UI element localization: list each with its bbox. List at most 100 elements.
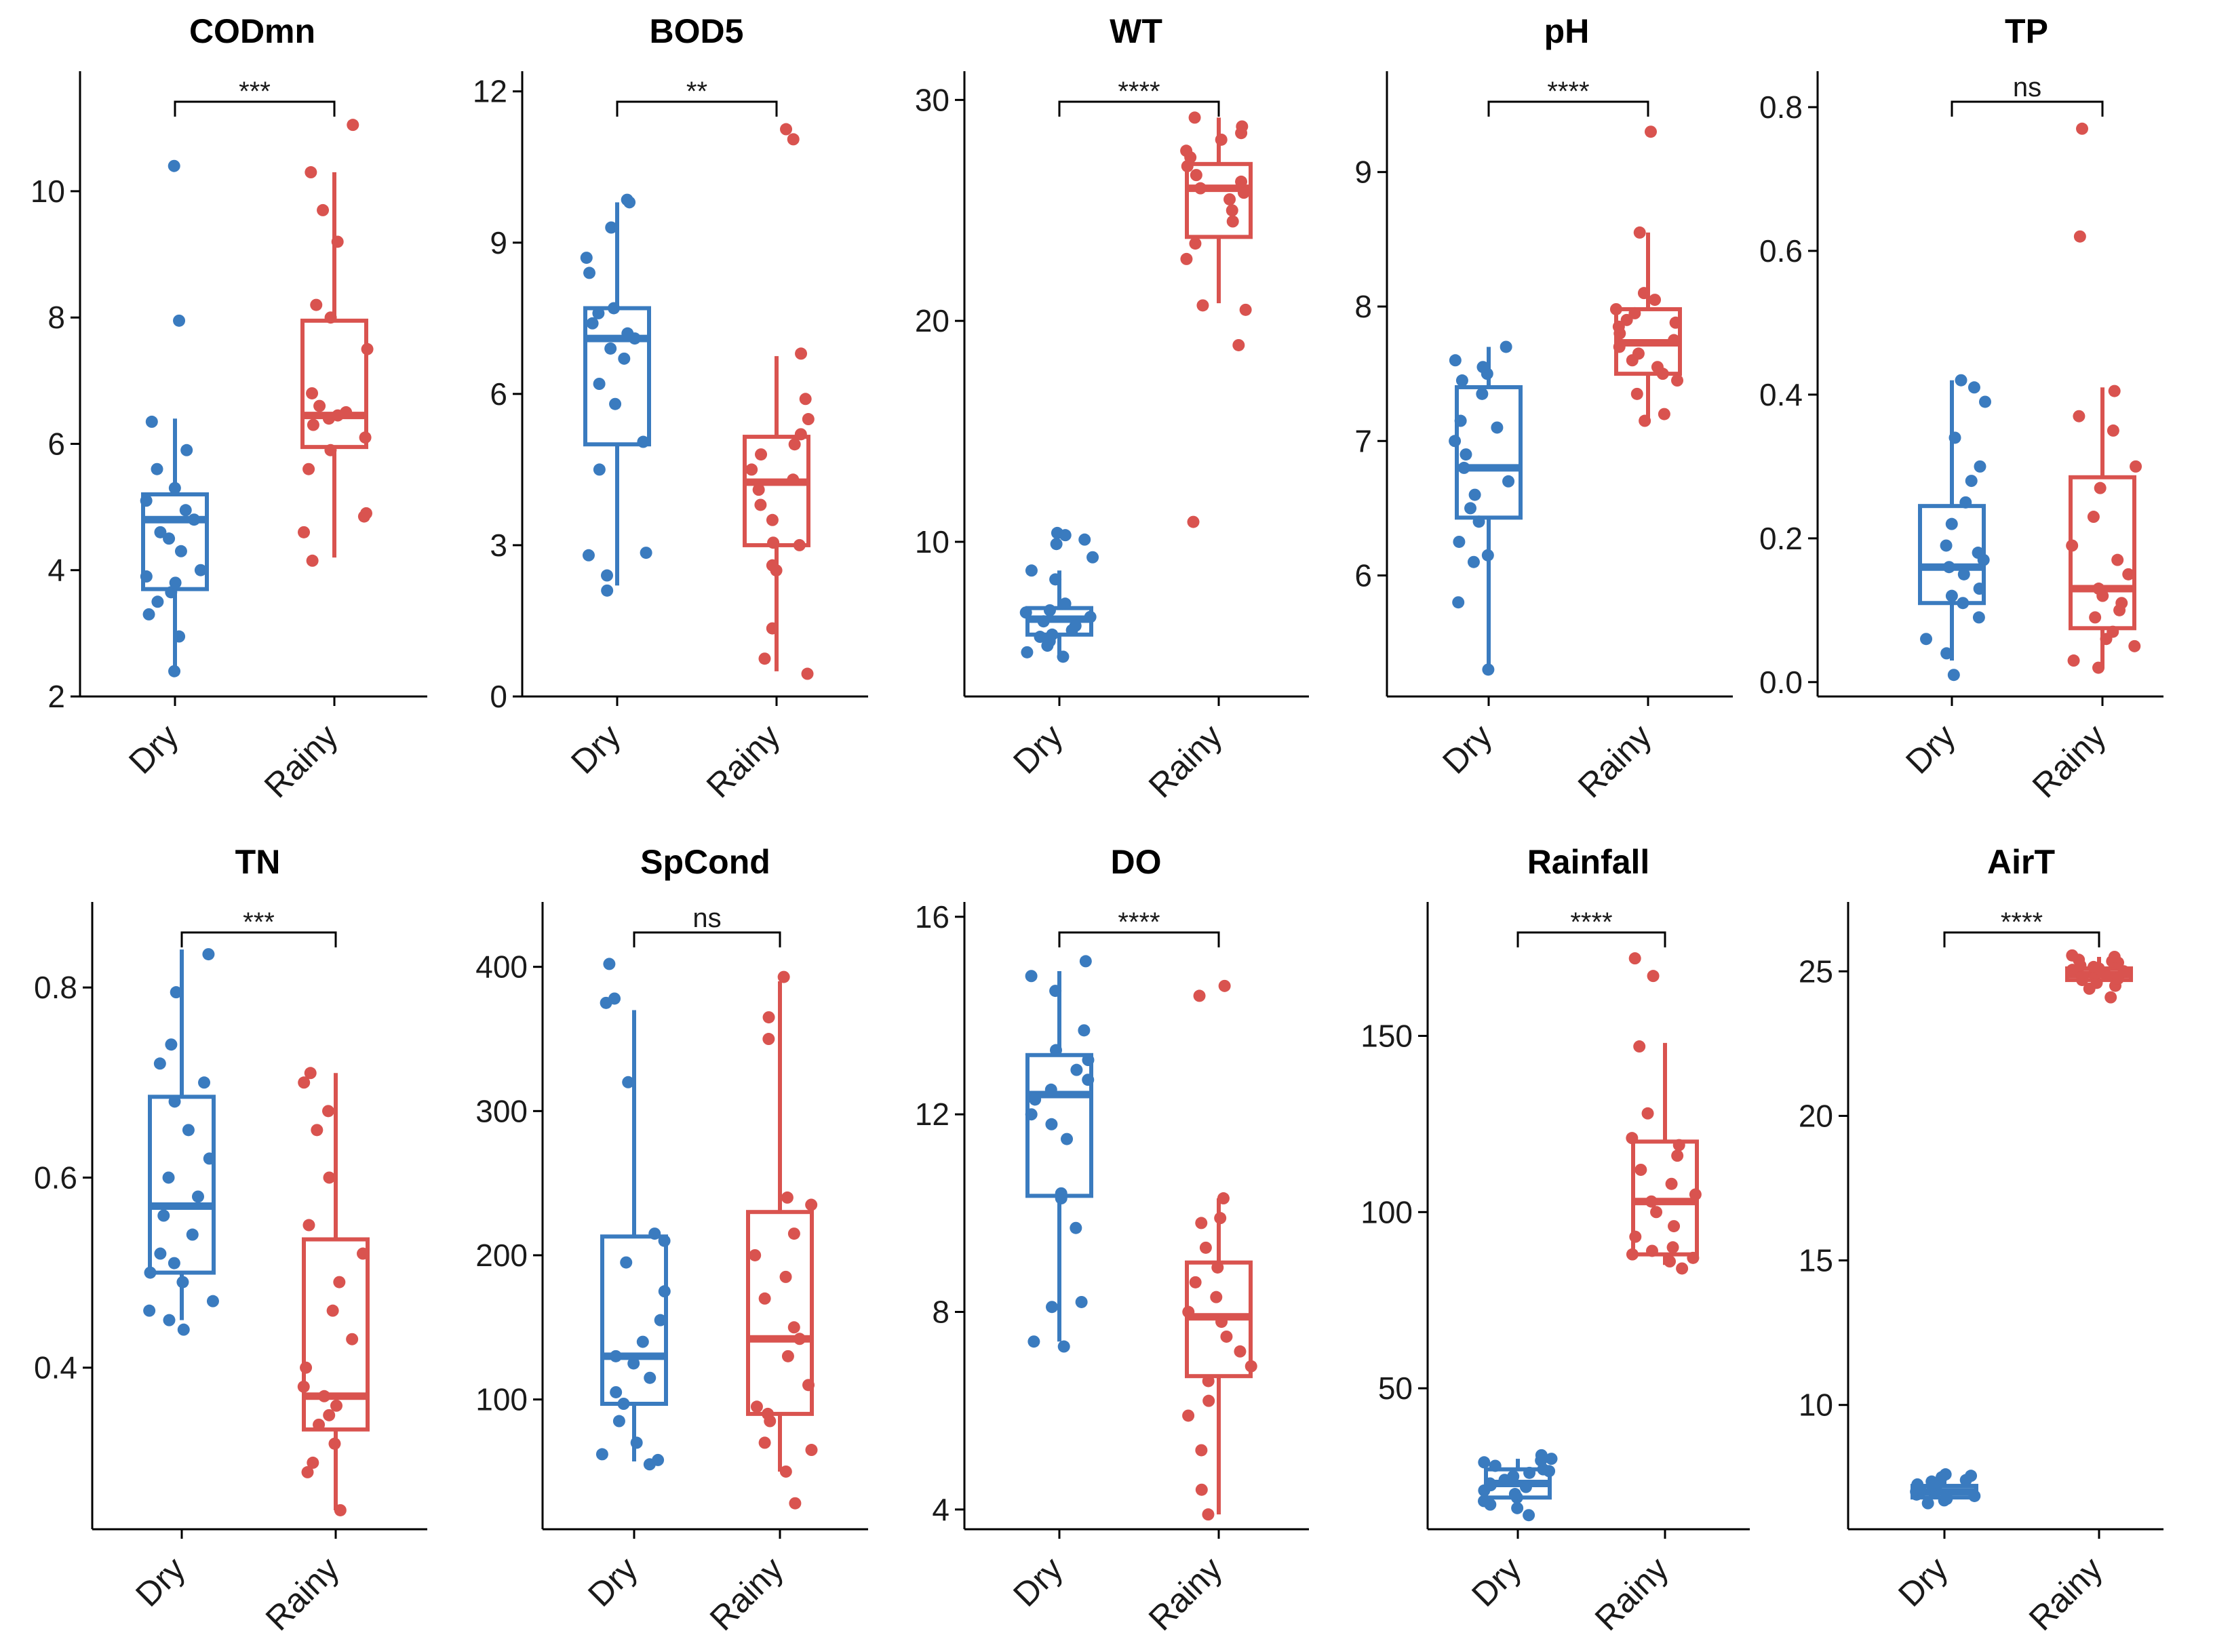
data-point-dry <box>1921 1497 1934 1510</box>
panel-title: AirT <box>1987 843 2055 881</box>
x-tick-label-rainy: Rainy <box>1588 1550 1676 1638</box>
data-point-rainy <box>1237 186 1250 199</box>
panel-tn: TN 0.4 0.6 0.8 Dry Rainy *** <box>34 843 427 1638</box>
significance-label: ** <box>686 77 707 106</box>
data-point-dry <box>143 1304 156 1317</box>
data-point-dry <box>1920 633 1933 646</box>
data-point-dry <box>168 1257 180 1270</box>
data-point-rainy <box>795 347 808 360</box>
data-point-dry <box>1082 1074 1095 1086</box>
data-point-dry <box>1483 1477 1496 1490</box>
y-tick-label: 0.2 <box>1759 521 1803 556</box>
data-point-dry <box>609 1350 622 1362</box>
data-point-rainy <box>758 1436 771 1449</box>
y-tick-label: 10 <box>1799 1388 1833 1423</box>
data-point-dry <box>1959 496 1972 509</box>
data-point-dry <box>601 584 614 597</box>
data-point-rainy <box>2087 511 2100 524</box>
box-dry <box>148 1095 216 1275</box>
data-point-rainy <box>1629 1230 1642 1243</box>
data-point-dry <box>182 1124 195 1137</box>
data-point-rainy <box>1234 1345 1247 1358</box>
data-point-dry <box>580 252 593 264</box>
data-point-dry <box>1978 395 1991 408</box>
x-tick-label-dry: Dry <box>1464 1550 1529 1614</box>
data-point-dry <box>1082 1054 1095 1067</box>
data-point-dry <box>644 1371 657 1384</box>
significance-label: **** <box>1118 77 1160 106</box>
data-point-rainy <box>322 1105 335 1118</box>
data-point-rainy <box>762 1033 775 1046</box>
data-point-dry <box>1500 340 1512 353</box>
data-point-rainy <box>340 406 353 418</box>
data-point-dry <box>1025 564 1038 577</box>
data-point-rainy <box>2076 122 2089 135</box>
data-point-rainy <box>2107 625 2119 638</box>
data-point-dry <box>654 1314 667 1326</box>
data-point-dry <box>1957 597 1970 610</box>
panel-bod5: BOD5 0 3 6 9 12 Dry Rainy ** <box>473 12 868 805</box>
data-point-rainy <box>787 1321 800 1334</box>
data-point-rainy <box>2104 991 2117 1004</box>
data-point-rainy <box>787 1227 800 1240</box>
data-point-rainy <box>304 1067 317 1080</box>
data-point-dry <box>165 1038 178 1051</box>
x-tick-label-dry: Dry <box>1006 717 1070 781</box>
y-tick-label: 200 <box>475 1238 528 1273</box>
panel-spcond: SpCond 100 200 300 400 Dry Rainy ns <box>475 843 868 1638</box>
data-point-rainy <box>1634 1163 1647 1176</box>
data-point-rainy <box>1665 1177 1678 1190</box>
data-point-dry <box>1449 354 1462 367</box>
box-dry <box>1455 385 1523 520</box>
data-point-rainy <box>745 463 758 476</box>
data-point-dry <box>154 526 167 538</box>
data-point-rainy <box>1232 338 1245 351</box>
data-point-rainy <box>802 413 815 426</box>
data-point-dry <box>1942 561 1955 574</box>
data-point-rainy <box>1687 1251 1700 1264</box>
data-point-rainy <box>359 431 372 444</box>
data-point-rainy <box>802 1379 815 1392</box>
significance-bracket <box>1951 100 2104 117</box>
data-point-rainy <box>333 1276 346 1289</box>
data-point-rainy <box>1211 1261 1224 1274</box>
data-point-dry <box>151 463 163 475</box>
y-tick-label: 8 <box>932 1295 949 1330</box>
data-point-rainy <box>1668 1220 1681 1233</box>
data-point-rainy <box>1658 408 1670 420</box>
data-point-dry <box>142 608 155 621</box>
data-point-rainy <box>359 507 372 519</box>
data-point-rainy <box>1647 970 1660 983</box>
panel-wt: WT 10 20 30 Dry Rainy **** <box>915 12 1309 805</box>
data-point-rainy <box>346 1333 359 1345</box>
data-point-dry <box>1535 1449 1548 1461</box>
data-point-dry <box>630 1436 643 1449</box>
significance-bracket <box>616 100 778 117</box>
data-point-dry <box>609 397 622 410</box>
data-point-dry <box>1489 1459 1502 1472</box>
data-point-dry <box>1472 515 1485 528</box>
data-point-rainy <box>298 526 311 538</box>
y-tick-label: 150 <box>1360 1018 1413 1053</box>
data-point-rainy <box>334 1503 347 1516</box>
data-point-rainy <box>1645 1244 1658 1257</box>
data-point-dry <box>658 1234 671 1247</box>
data-point-rainy <box>1220 1330 1233 1343</box>
data-point-dry <box>1481 549 1494 562</box>
panel-title: TP <box>2005 12 2048 50</box>
data-point-dry <box>1523 1466 1536 1479</box>
data-point-rainy <box>1182 1305 1195 1318</box>
data-point-dry <box>153 1057 166 1070</box>
data-point-rainy <box>2130 460 2142 473</box>
x-tick-label-rainy: Rainy <box>2025 717 2113 805</box>
data-point-rainy <box>1628 952 1641 965</box>
data-point-rainy <box>1612 320 1625 333</box>
data-point-rainy <box>777 970 790 983</box>
data-point-rainy <box>2111 553 2124 566</box>
data-point-dry <box>203 1152 216 1165</box>
data-point-rainy <box>1671 374 1684 387</box>
data-point-rainy <box>1676 1262 1689 1275</box>
data-point-rainy <box>297 1380 310 1393</box>
significance-bracket <box>1487 100 1649 117</box>
data-point-dry <box>1025 970 1038 983</box>
